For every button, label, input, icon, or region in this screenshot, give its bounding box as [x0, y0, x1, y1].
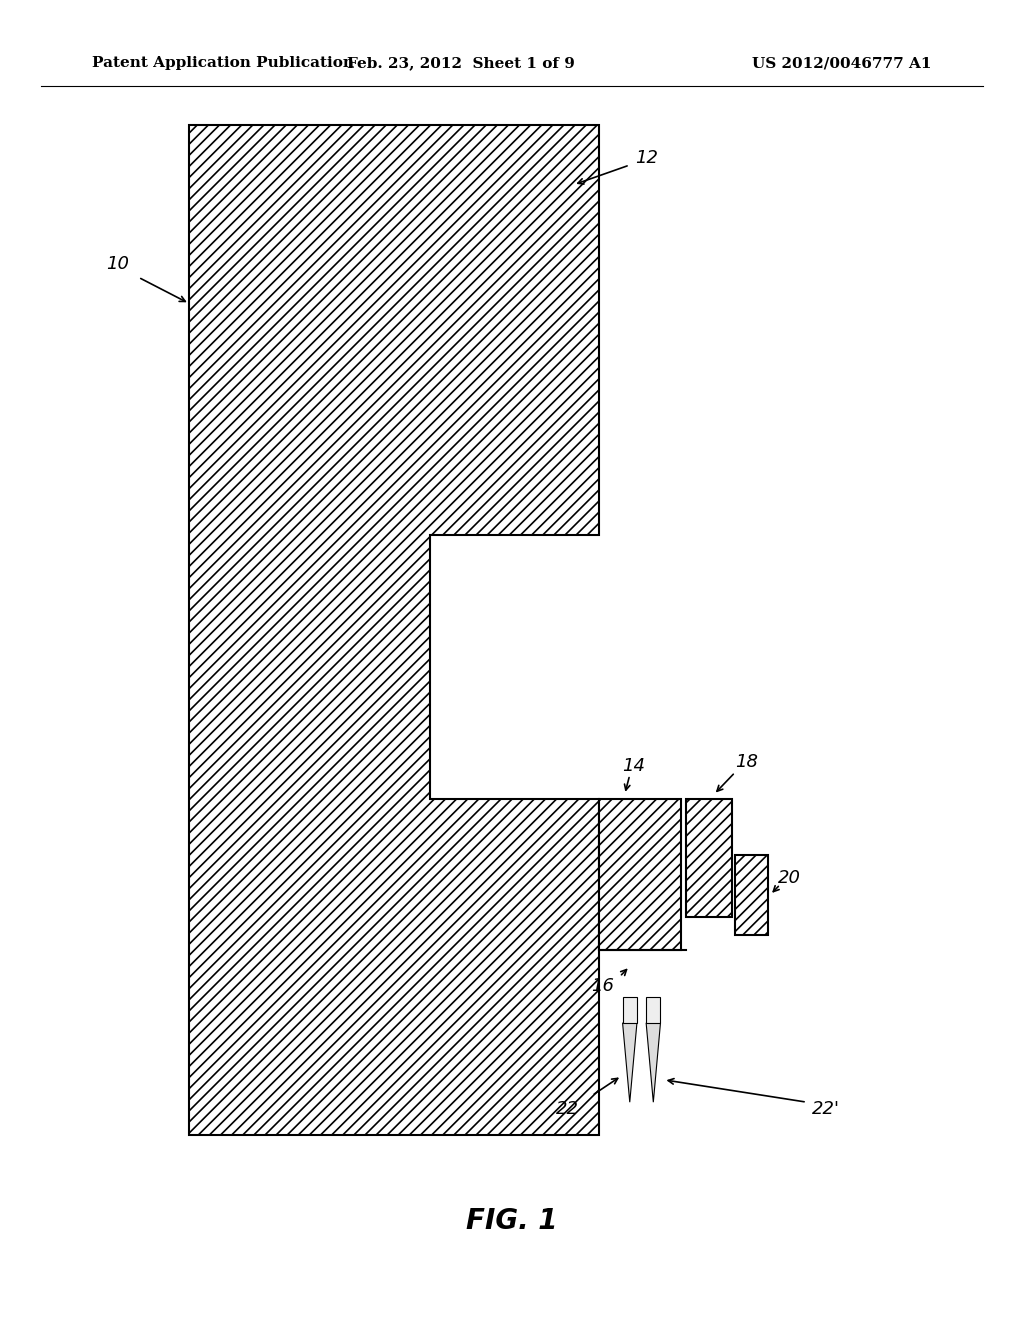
Text: Patent Application Publication: Patent Application Publication	[92, 57, 354, 70]
Polygon shape	[646, 1023, 660, 1102]
Text: FIG. 1: FIG. 1	[466, 1206, 558, 1236]
Text: 22: 22	[556, 1100, 579, 1118]
Polygon shape	[623, 1023, 637, 1102]
Polygon shape	[189, 125, 599, 1135]
Bar	[623, 997, 637, 1023]
Text: 22': 22'	[812, 1100, 840, 1118]
Bar	[646, 997, 660, 1023]
Text: 12: 12	[635, 149, 657, 168]
Text: 16: 16	[592, 977, 614, 995]
Text: US 2012/0046777 A1: US 2012/0046777 A1	[753, 57, 932, 70]
Bar	[735, 855, 768, 935]
Bar	[599, 799, 681, 950]
Text: 18: 18	[735, 752, 758, 771]
Text: 20: 20	[778, 869, 801, 887]
Text: 10: 10	[106, 255, 129, 273]
Text: 14: 14	[623, 756, 645, 775]
Text: Feb. 23, 2012  Sheet 1 of 9: Feb. 23, 2012 Sheet 1 of 9	[347, 57, 574, 70]
Bar	[686, 799, 732, 917]
